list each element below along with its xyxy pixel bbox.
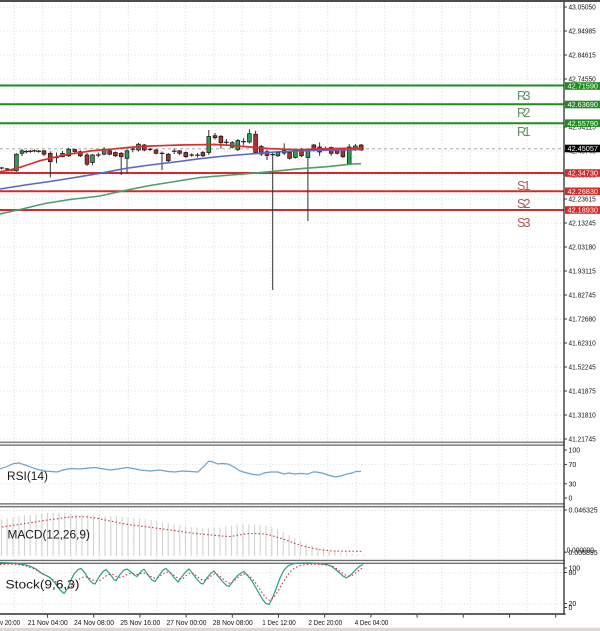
svg-text:41.72680: 41.72680	[569, 317, 596, 324]
svg-text:0.046325: 0.046325	[569, 508, 598, 515]
svg-text:41.31810: 41.31810	[569, 413, 596, 420]
svg-text:42.63690: 42.63690	[568, 100, 599, 109]
svg-text:30: 30	[569, 481, 577, 488]
svg-text:0.006895: 0.006895	[569, 550, 598, 557]
svg-text:42.23615: 42.23615	[569, 197, 596, 204]
svg-text:41.82745: 41.82745	[569, 293, 596, 300]
svg-text:42.71590: 42.71590	[568, 82, 599, 91]
svg-text:42.74550: 42.74550	[569, 77, 596, 84]
svg-text:21 Nov 04:00: 21 Nov 04:00	[28, 618, 68, 627]
svg-text:41.93115: 41.93115	[569, 269, 596, 276]
svg-text:v 20:00: v 20:00	[0, 618, 20, 627]
svg-text:0.000000: 0.000000	[567, 547, 594, 554]
svg-text:41.21745: 41.21745	[569, 437, 596, 444]
svg-text:S3: S3	[517, 216, 531, 230]
svg-text:42.34730: 42.34730	[568, 169, 599, 178]
svg-text:20: 20	[569, 601, 577, 608]
svg-text:24 Nov 08:00: 24 Nov 08:00	[74, 618, 114, 627]
svg-text:42.94985: 42.94985	[569, 29, 596, 36]
svg-text:R1: R1	[517, 125, 531, 139]
svg-text:41.62310: 41.62310	[569, 341, 596, 348]
svg-text:80: 80	[569, 570, 577, 577]
svg-text:41.52245: 41.52245	[569, 365, 596, 372]
svg-text:42.03180: 42.03180	[569, 245, 596, 252]
svg-text:1 Dec 12:00: 1 Dec 12:00	[262, 618, 296, 627]
svg-text:4 Dec 04:00: 4 Dec 04:00	[355, 618, 389, 627]
svg-text:0: 0	[569, 496, 573, 503]
svg-text:42.18930: 42.18930	[568, 206, 599, 215]
svg-text:MACD(12,26,9): MACD(12,26,9)	[8, 527, 91, 541]
svg-text:27 Nov 00:00: 27 Nov 00:00	[167, 618, 207, 627]
svg-text:42.26830: 42.26830	[568, 187, 599, 196]
svg-text:RSI(14): RSI(14)	[7, 469, 48, 483]
svg-text:28 Nov 08:00: 28 Nov 08:00	[213, 618, 253, 627]
svg-text:42.54115: 42.54115	[569, 125, 596, 132]
svg-text:R2: R2	[517, 106, 531, 120]
svg-text:70: 70	[569, 462, 577, 469]
svg-text:42.45057: 42.45057	[568, 144, 599, 153]
svg-text:43.05050: 43.05050	[569, 5, 596, 12]
svg-text:R3: R3	[517, 89, 531, 103]
svg-text:Stock(9,6,3): Stock(9,6,3)	[6, 578, 80, 592]
svg-text:S1: S1	[517, 179, 531, 193]
svg-text:42.55790: 42.55790	[568, 119, 599, 128]
svg-text:0: 0	[569, 605, 573, 612]
svg-text:25 Nov 16:00: 25 Nov 16:00	[120, 618, 160, 627]
svg-text:100: 100	[569, 448, 581, 455]
svg-text:S2: S2	[517, 197, 531, 211]
svg-text:41.41875: 41.41875	[569, 389, 596, 396]
svg-text:42.84615: 42.84615	[569, 53, 596, 60]
svg-text:42.13245: 42.13245	[569, 221, 596, 228]
svg-text:100: 100	[569, 566, 581, 573]
svg-text:2 Dec 20:00: 2 Dec 20:00	[309, 618, 343, 627]
